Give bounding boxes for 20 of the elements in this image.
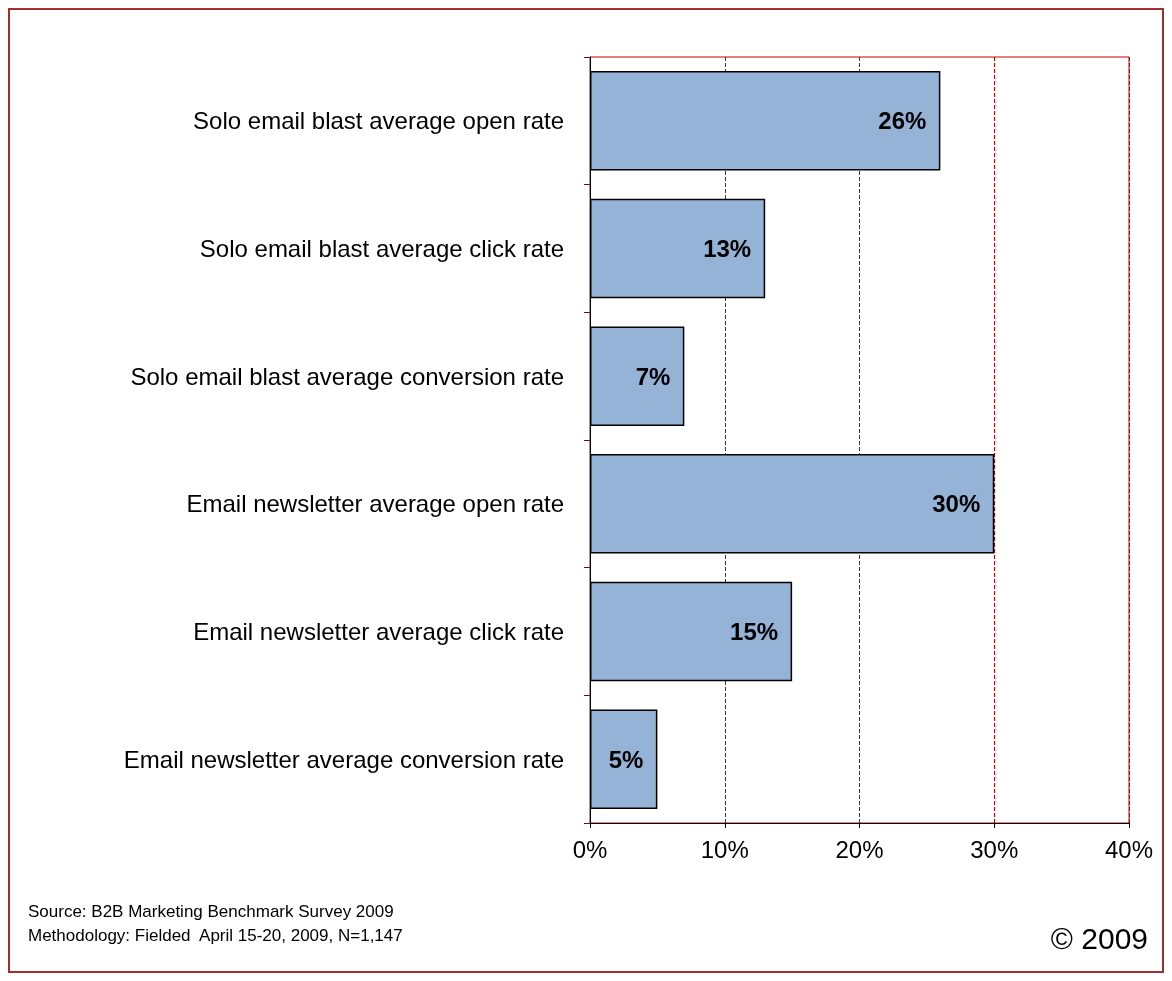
source-note: Source: B2B Marketing Benchmark Survey 2009 bbox=[28, 902, 394, 921]
y-tick-label: Email newsletter average conversion rate bbox=[123, 745, 564, 773]
x-tick-label: 30% bbox=[970, 835, 1019, 863]
y-tick-label: Solo email blast average click rate bbox=[199, 235, 564, 262]
x-tick-label: 0% bbox=[572, 835, 608, 863]
y-tick-label: Email newsletter average open rate bbox=[186, 490, 564, 518]
text: Methodology: Fielded April 15-20, 2009, N=1,147 bbox=[28, 926, 403, 945]
data-label: 7% bbox=[635, 362, 671, 390]
data-label: 13% bbox=[703, 235, 752, 262]
y-tick-label: Email newsletter average click rate bbox=[193, 618, 564, 645]
data-label: 30% bbox=[932, 490, 981, 518]
x-tick-label: 10% bbox=[700, 835, 749, 863]
text: © 2009 bbox=[1050, 921, 1149, 955]
data-label: 26% bbox=[878, 107, 927, 135]
data-label: 5% bbox=[608, 745, 644, 773]
data-label: 15% bbox=[730, 618, 779, 645]
y-tick-label: Solo email blast average open rate bbox=[193, 107, 564, 135]
y-tick-label: Solo email blast average conversion rate bbox=[130, 362, 564, 390]
x-tick-label: 20% bbox=[835, 835, 884, 863]
x-tick-label: 40% bbox=[1104, 835, 1154, 863]
